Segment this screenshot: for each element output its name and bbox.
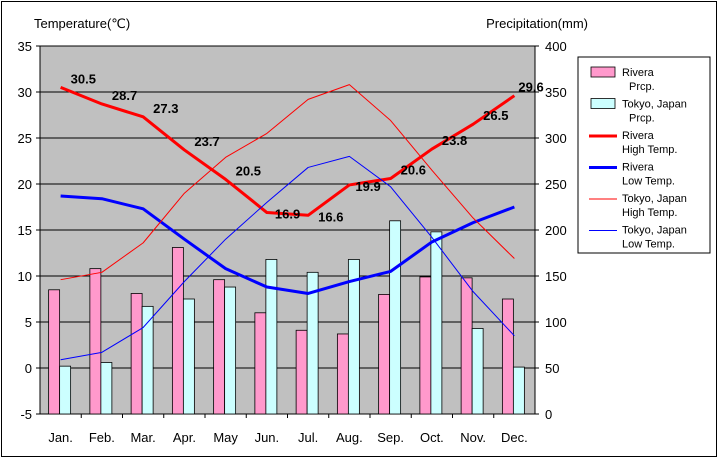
bar-rivera-12 — [501, 298, 514, 415]
left-tick-label: 30 — [18, 85, 32, 100]
category-label: Jul. — [298, 430, 318, 445]
right-tick-label: 400 — [545, 39, 567, 54]
data-label: 29.6 — [518, 80, 543, 95]
line-tokyo-japan-low-temp- — [60, 155, 515, 361]
plot-border — [39, 45, 536, 415]
category-label: Feb. — [89, 430, 115, 445]
left-tick-label: 25 — [18, 131, 32, 146]
bar-tokyo-japan-10 — [430, 231, 443, 415]
data-label: 19.9 — [355, 179, 380, 194]
category-label: Nov. — [460, 430, 486, 445]
category-label: Mar. — [130, 430, 155, 445]
left-tick-label: 10 — [18, 269, 32, 284]
category-label: Apr. — [173, 430, 196, 445]
right-tick-label: 0 — [545, 407, 552, 422]
bar-rivera-10 — [419, 276, 432, 415]
left-tick-label: 0 — [25, 361, 32, 376]
bar-rivera-6 — [254, 312, 267, 415]
line-rivera-high-temp- — [60, 86, 516, 217]
bar-rivera-3 — [130, 293, 143, 415]
data-label: 28.7 — [112, 88, 137, 103]
bar-tokyo-japan-8 — [347, 259, 360, 415]
legend-label: Tokyo, Japan — [622, 99, 687, 111]
bar-rivera-2 — [89, 268, 102, 415]
category-label: Oct. — [420, 430, 444, 445]
bar-tokyo-japan-11 — [471, 328, 484, 415]
bar-rivera-4 — [171, 247, 184, 415]
left-axis-title: Temperature(℃) — [34, 16, 130, 31]
left-tick-label: 35 — [18, 39, 32, 54]
bar-rivera-9 — [378, 293, 391, 415]
data-label: 16.6 — [318, 209, 343, 224]
bar-tokyo-japan-2 — [100, 362, 113, 415]
category-label: Jun. — [255, 430, 280, 445]
legend-label: Low Temp. — [622, 239, 675, 251]
legend-label: Low Temp. — [622, 176, 675, 188]
legend-swatch — [590, 98, 616, 109]
legend-label: Rivera — [622, 162, 655, 174]
legend-swatch — [590, 66, 616, 78]
right-tick-label: 200 — [545, 223, 567, 238]
right-tick-label: 350 — [545, 85, 567, 100]
category-label: Dec. — [501, 430, 528, 445]
data-label: 23.8 — [442, 133, 467, 148]
left-tick-label: -5 — [20, 407, 32, 422]
right-tick-label: 300 — [545, 131, 567, 146]
legend-label: Rivera — [622, 67, 655, 79]
bar-tokyo-japan-5 — [224, 286, 237, 415]
category-label: Sep. — [377, 430, 404, 445]
data-label: 26.5 — [483, 108, 508, 123]
bar-rivera-7 — [295, 329, 308, 415]
right-tick-label: 50 — [545, 361, 559, 376]
legend-label: High Temp. — [622, 207, 677, 219]
data-label: 16.9 — [275, 207, 300, 222]
bar-tokyo-japan-3 — [141, 305, 154, 415]
left-tick-label: 20 — [18, 177, 32, 192]
data-label: 30.5 — [71, 71, 96, 86]
left-tick-label: 5 — [25, 315, 32, 330]
left-tick-label: 15 — [18, 223, 32, 238]
legend-label: High Temp. — [622, 144, 677, 156]
legend-label: Rivera — [622, 130, 655, 142]
data-label: 23.7 — [194, 134, 219, 149]
category-label: May — [213, 430, 238, 445]
legend-label: Prcp. — [629, 81, 655, 93]
right-tick-label: 100 — [545, 315, 567, 330]
bar-tokyo-japan-1 — [59, 365, 72, 415]
bar-rivera-1 — [48, 289, 61, 415]
right-tick-label: 250 — [545, 177, 567, 192]
bar-tokyo-japan-7 — [306, 271, 319, 415]
legend-box — [577, 56, 711, 254]
right-axis-title: Precipitation(mm) — [486, 16, 588, 31]
legend-label: Prcp. — [629, 113, 655, 125]
category-label: Jan. — [48, 430, 73, 445]
legend-label: Tokyo, Japan — [622, 225, 687, 237]
bar-rivera-8 — [336, 333, 349, 415]
legend-label: Tokyo, Japan — [622, 193, 687, 205]
bar-tokyo-japan-4 — [182, 298, 195, 415]
line-rivera-low-temp- — [60, 194, 515, 295]
bar-rivera-5 — [213, 279, 226, 415]
data-label: 27.3 — [153, 101, 178, 116]
bar-rivera-11 — [460, 277, 473, 415]
bar-tokyo-japan-6 — [265, 259, 278, 415]
right-tick-label: 150 — [545, 269, 567, 284]
line-tokyo-japan-high-temp- — [60, 84, 515, 281]
data-label: 20.5 — [236, 163, 261, 178]
category-label: Aug. — [336, 430, 363, 445]
data-label: 20.6 — [401, 162, 426, 177]
bar-tokyo-japan-12 — [512, 366, 525, 415]
bar-tokyo-japan-9 — [389, 220, 402, 415]
